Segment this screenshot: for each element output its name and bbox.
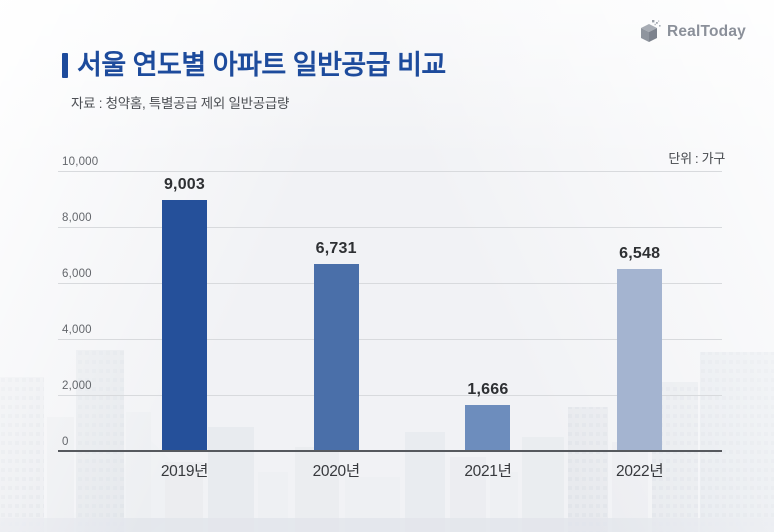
y-tick-label-8000: 8,000 (62, 212, 92, 224)
bar-value-label-2020년: 6,731 (315, 239, 357, 257)
y-tick-label-2000: 2,000 (62, 380, 92, 392)
bar-value-label-2021년: 1,666 (467, 381, 509, 399)
chart-source-note: 자료 : 청약홈, 특별공급 제외 일반공급량 (71, 96, 290, 111)
chart-bar-2020년 (313, 263, 359, 452)
unit-label: 단위 : 가구 (668, 151, 725, 166)
chart-bar-2019년 (161, 199, 207, 452)
y-tick-label-6000: 6,000 (62, 268, 92, 280)
x-axis-label-2021년: 2021년 (464, 463, 512, 480)
city-skyline-background (0, 350, 774, 532)
realtoday-cube-icon (640, 20, 661, 42)
page-title: 서울 연도별 아파트 일반공급 비교 (77, 50, 446, 80)
x-axis-label-2022년: 2022년 (616, 463, 664, 480)
chart-header: 서울 연도별 아파트 일반공급 비교 자료 : 청약홈, 특별공급 제외 일반공… (62, 52, 446, 112)
y-tick-label-4000: 4,000 (62, 324, 92, 336)
gridline-6000 (58, 283, 722, 284)
bar-value-label-2019년: 9,003 (163, 175, 206, 193)
x-axis-label-2019년: 2019년 (160, 463, 209, 480)
realtoday-logo: RealToday (638, 19, 746, 45)
x-axis-line (58, 450, 722, 452)
gridline-4000 (58, 339, 722, 340)
y-tick-label-0: 0 (62, 436, 69, 448)
realtoday-logo-text: RealToday (666, 23, 746, 40)
bar-value-label-2022년: 6,548 (619, 244, 661, 262)
gridline-2000 (58, 395, 722, 396)
plot-area: 0 2,000 4,000 6,000 8,000 10,000 9,003 2019년 6,7… (58, 156, 722, 480)
x-axis-label-2020년: 2020년 (312, 463, 361, 480)
gridline-8000 (58, 227, 722, 228)
chart-bar-2021년 (465, 405, 511, 452)
title-marker-bar (62, 53, 68, 78)
y-tick-label-10000: 10,000 (62, 156, 99, 168)
chart-bar-2022년 (617, 268, 663, 452)
gridline-10000 (58, 171, 722, 172)
